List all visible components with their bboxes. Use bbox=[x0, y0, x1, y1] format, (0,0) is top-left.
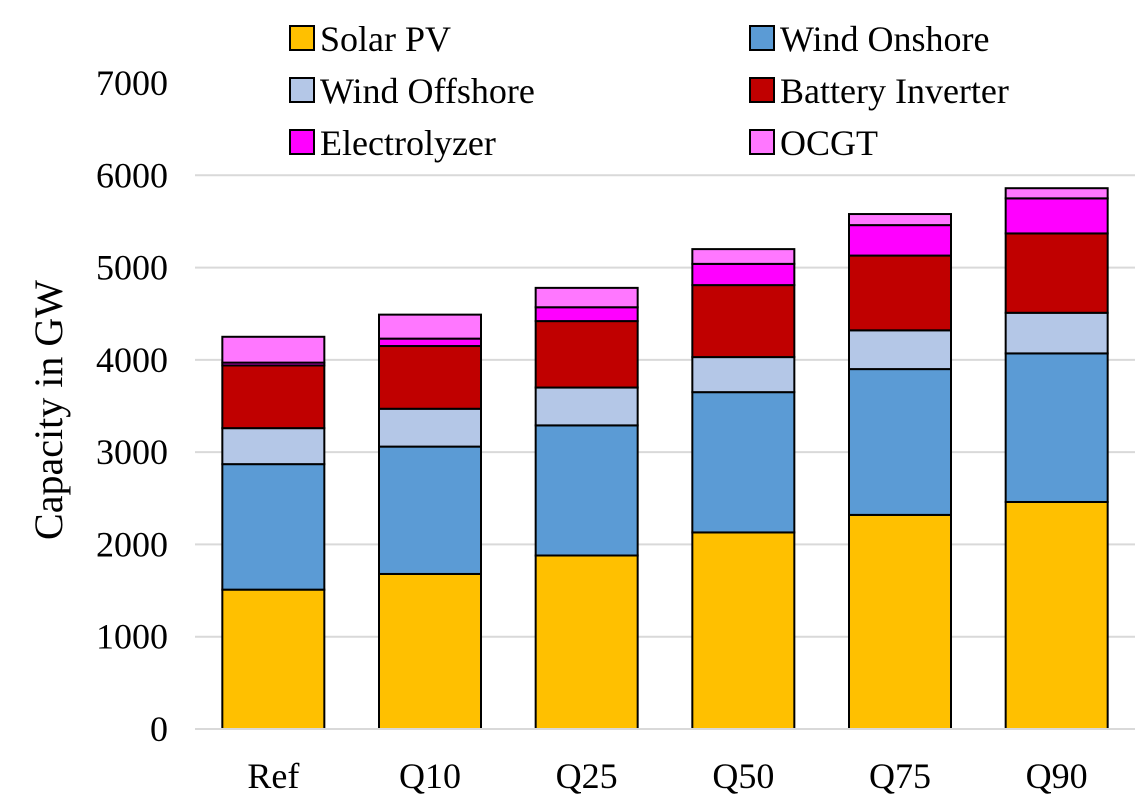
bar-q90-electrolyzer bbox=[1004, 197, 1109, 235]
legend-label-wind-offshore: Wind Offshore bbox=[320, 71, 535, 111]
bar-ref-wind-offshore bbox=[221, 427, 326, 466]
bar-q50-electrolyzer bbox=[691, 262, 796, 287]
bar-q10-ocgt bbox=[378, 313, 482, 340]
legend-label-ocgt: OCGT bbox=[780, 123, 878, 163]
legend-label-electrolyzer: Electrolyzer bbox=[320, 123, 496, 163]
y-tick-label-4000: 4000 bbox=[96, 340, 168, 380]
bars bbox=[221, 187, 1109, 731]
bar-q75-wind-onshore bbox=[848, 368, 952, 516]
bar-q75-wind-offshore bbox=[848, 329, 952, 371]
y-tick-label-7000: 7000 bbox=[96, 63, 168, 103]
bar-ref-wind-onshore bbox=[221, 463, 326, 591]
bar-q25-solar-pv bbox=[534, 554, 639, 731]
legend-label-battery-inverter: Battery Inverter bbox=[780, 71, 1009, 111]
bar-q25-ocgt bbox=[534, 286, 639, 309]
x-tick-label-q50: Q50 bbox=[712, 756, 774, 796]
bar-q50-solar-pv bbox=[691, 531, 796, 731]
legend-swatch-electrolyzer bbox=[289, 129, 315, 155]
legend-swatch-solar-pv bbox=[289, 25, 315, 51]
bar-q75-battery-inverter bbox=[848, 254, 952, 332]
y-tick-label-5000: 5000 bbox=[96, 248, 168, 288]
bar-q10-wind-offshore bbox=[378, 407, 482, 448]
bar-q25-wind-onshore bbox=[534, 424, 639, 557]
gridlines bbox=[195, 174, 1135, 638]
bar-q25-wind-offshore bbox=[534, 386, 639, 427]
legend-label-wind-onshore: Wind Onshore bbox=[780, 19, 990, 59]
bar-q50-battery-inverter bbox=[691, 284, 796, 359]
bar-q90-ocgt bbox=[1004, 187, 1109, 200]
bar-q75-electrolyzer bbox=[848, 224, 952, 257]
bar-q10-solar-pv bbox=[378, 572, 482, 731]
x-tick-label-q90: Q90 bbox=[1026, 756, 1088, 796]
bar-q50-wind-onshore bbox=[691, 391, 796, 534]
bar-q25-battery-inverter bbox=[534, 320, 639, 389]
y-tick-label-3000: 3000 bbox=[96, 432, 168, 472]
y-tick-label-1000: 1000 bbox=[96, 617, 168, 657]
bar-ref-solar-pv bbox=[221, 588, 326, 730]
x-tick-label-q75: Q75 bbox=[869, 756, 931, 796]
bar-q25-electrolyzer bbox=[534, 306, 639, 323]
legend-swatch-battery-inverter bbox=[749, 77, 775, 103]
bar-ref-ocgt bbox=[221, 335, 326, 364]
bar-q75-ocgt bbox=[848, 213, 952, 227]
y-tick-label-6000: 6000 bbox=[96, 155, 168, 195]
bar-q90-solar-pv bbox=[1004, 500, 1109, 730]
y-axis-title: Capacity in GW bbox=[26, 280, 71, 540]
bar-ref-battery-inverter bbox=[221, 364, 326, 430]
legend-label-solar-pv: Solar PV bbox=[320, 19, 451, 59]
x-tick-label-q25: Q25 bbox=[556, 756, 618, 796]
legend: Solar PV Wind Onshore Wind Offshore Battery… bbox=[289, 19, 1009, 163]
x-tick-label-ref: Ref bbox=[247, 756, 299, 796]
x-tick-label-q10: Q10 bbox=[399, 756, 461, 796]
bar-q90-wind-offshore bbox=[1004, 311, 1109, 355]
legend-swatch-wind-offshore bbox=[289, 77, 315, 103]
bar-q90-wind-onshore bbox=[1004, 352, 1109, 503]
bar-q10-wind-onshore bbox=[378, 445, 482, 575]
bar-q50-ocgt bbox=[691, 248, 796, 265]
y-tick-label-0: 0 bbox=[150, 709, 168, 749]
y-tick-label-2000: 2000 bbox=[96, 524, 168, 564]
bar-q75-solar-pv bbox=[848, 513, 952, 731]
bar-q10-battery-inverter bbox=[378, 345, 482, 410]
bar-q50-wind-offshore bbox=[691, 356, 796, 394]
bar-q10-electrolyzer bbox=[378, 337, 482, 348]
legend-swatch-ocgt bbox=[749, 129, 775, 155]
legend-swatch-wind-onshore bbox=[749, 25, 775, 51]
axes: 0 1000 2000 3000 4000 5000 6000 7000 Ref Q10 Q25 Q5… bbox=[96, 63, 1135, 796]
bar-q90-battery-inverter bbox=[1004, 232, 1109, 314]
